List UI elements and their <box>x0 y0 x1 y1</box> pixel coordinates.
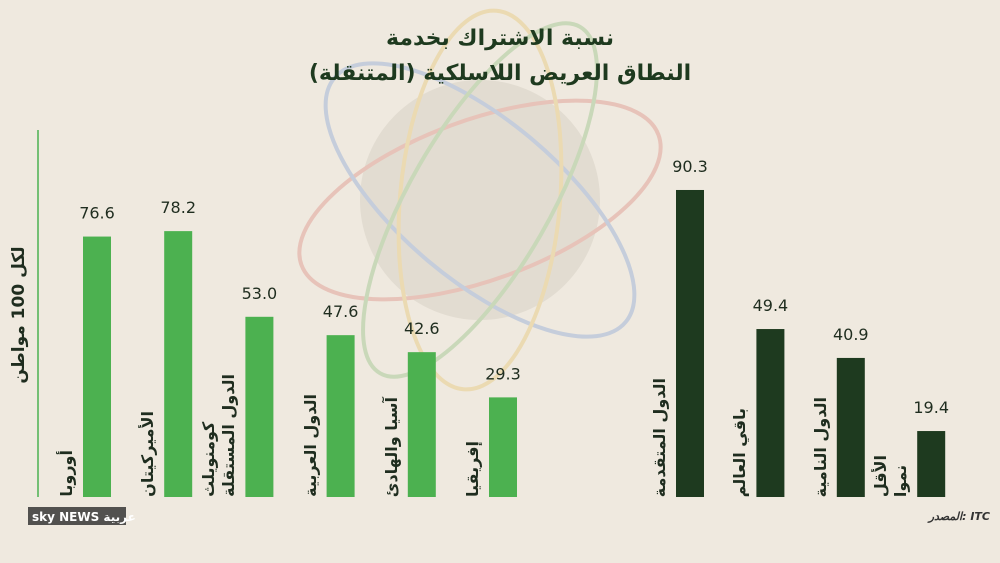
chart-title: نسبة الاشتراك بخدمة <box>386 26 614 51</box>
value-label: 29.3 <box>485 364 521 383</box>
logo: sky NEWS عربية <box>32 510 136 524</box>
bar <box>836 357 865 497</box>
value-label: 42.6 <box>404 319 440 338</box>
bar <box>83 236 111 497</box>
value-label: 19.4 <box>913 398 949 417</box>
category-label: الأقل نموا <box>871 455 911 498</box>
value-label: 40.9 <box>833 325 869 344</box>
category-label: الدول المتقدمة <box>650 378 669 498</box>
bar <box>245 316 274 497</box>
value-label: 49.4 <box>753 296 789 315</box>
bar <box>917 431 946 497</box>
chart-subtitle: النطاق العريض اللاسلكية (المتنقلة) <box>309 61 691 86</box>
bar <box>676 189 704 498</box>
value-label: 76.6 <box>79 204 115 223</box>
category-label: إفريقيا <box>463 441 482 497</box>
category-label: كومنويلث الدول المستقلة <box>199 374 239 497</box>
category-label: أوروبا <box>57 450 76 497</box>
category-label: الدول العربية <box>300 394 320 497</box>
bar <box>489 397 517 497</box>
bar <box>756 329 785 497</box>
source: المصدر: ITC <box>927 510 990 523</box>
globe-decor <box>297 8 663 392</box>
category-label: الدول النامية <box>810 397 830 498</box>
y-axis-label: لكل 100 مواطن <box>9 246 29 383</box>
value-label: 90.3 <box>672 157 708 176</box>
bar <box>326 335 355 497</box>
value-label: 47.6 <box>323 302 359 321</box>
value-label: 78.2 <box>160 198 196 217</box>
bar <box>407 352 436 497</box>
category-label: باقي العالم <box>730 408 750 498</box>
bar <box>164 231 193 497</box>
category-label: الأميركيتان <box>138 411 158 497</box>
category-label: آسيا والهادئ <box>381 397 401 498</box>
logo-bg <box>28 507 126 525</box>
value-label: 53.0 <box>242 284 278 303</box>
